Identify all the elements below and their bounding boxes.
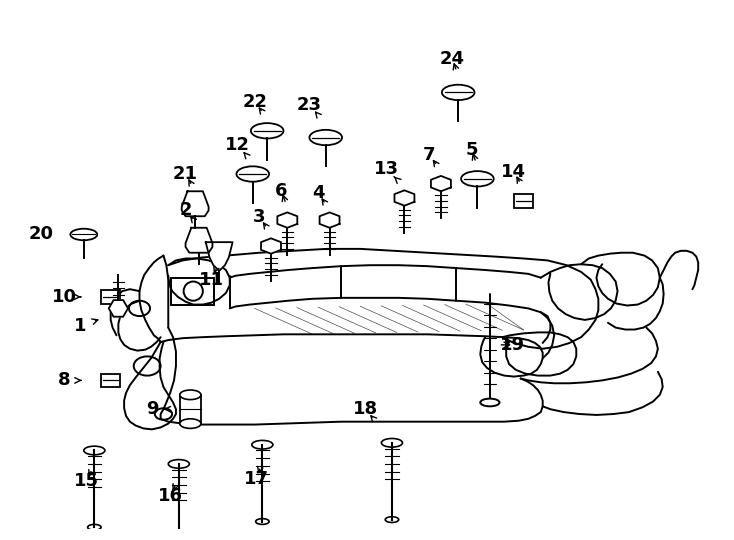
- Polygon shape: [261, 238, 281, 254]
- Text: 3: 3: [253, 208, 266, 226]
- Bar: [171, 278, 214, 305]
- Polygon shape: [206, 242, 233, 271]
- Polygon shape: [186, 228, 212, 253]
- Ellipse shape: [236, 166, 269, 181]
- Polygon shape: [182, 191, 208, 216]
- Text: 22: 22: [242, 93, 267, 111]
- Text: 24: 24: [440, 50, 465, 68]
- Ellipse shape: [255, 518, 269, 524]
- Bar: [180, 395, 201, 423]
- Ellipse shape: [180, 419, 201, 428]
- Text: 1: 1: [73, 316, 86, 335]
- Text: 16: 16: [158, 487, 183, 504]
- Ellipse shape: [87, 524, 101, 530]
- Ellipse shape: [180, 390, 201, 400]
- Ellipse shape: [385, 517, 399, 523]
- Text: 15: 15: [74, 472, 99, 490]
- Ellipse shape: [70, 229, 97, 240]
- Text: 18: 18: [352, 400, 377, 418]
- Text: 14: 14: [501, 163, 526, 181]
- Bar: [193, 238, 205, 247]
- Bar: [101, 374, 120, 387]
- Text: 5: 5: [465, 141, 478, 159]
- Text: 13: 13: [374, 160, 399, 178]
- Ellipse shape: [251, 123, 283, 138]
- Text: 11: 11: [199, 271, 224, 288]
- Bar: [101, 290, 120, 303]
- Text: 17: 17: [244, 470, 269, 488]
- Bar: [189, 201, 201, 211]
- Text: 19: 19: [499, 336, 525, 354]
- Ellipse shape: [172, 538, 186, 540]
- Polygon shape: [431, 176, 451, 191]
- Text: 21: 21: [173, 165, 198, 183]
- Text: 20: 20: [29, 226, 54, 244]
- Polygon shape: [277, 212, 297, 228]
- Text: 7: 7: [423, 146, 436, 164]
- Text: 8: 8: [58, 372, 71, 389]
- Text: 2: 2: [179, 201, 192, 219]
- Ellipse shape: [442, 85, 474, 100]
- Ellipse shape: [382, 438, 402, 447]
- Ellipse shape: [461, 171, 494, 186]
- Ellipse shape: [168, 460, 189, 468]
- Ellipse shape: [310, 130, 342, 145]
- Text: 12: 12: [225, 136, 250, 154]
- Ellipse shape: [480, 399, 499, 406]
- Text: 4: 4: [312, 184, 324, 202]
- Polygon shape: [319, 212, 340, 228]
- Ellipse shape: [84, 446, 105, 455]
- Polygon shape: [109, 300, 128, 317]
- Polygon shape: [394, 190, 415, 206]
- Text: 10: 10: [52, 288, 77, 306]
- Text: 6: 6: [275, 183, 288, 200]
- Text: 23: 23: [297, 96, 322, 114]
- Ellipse shape: [252, 441, 273, 449]
- Bar: [514, 194, 533, 207]
- Text: 9: 9: [146, 400, 159, 418]
